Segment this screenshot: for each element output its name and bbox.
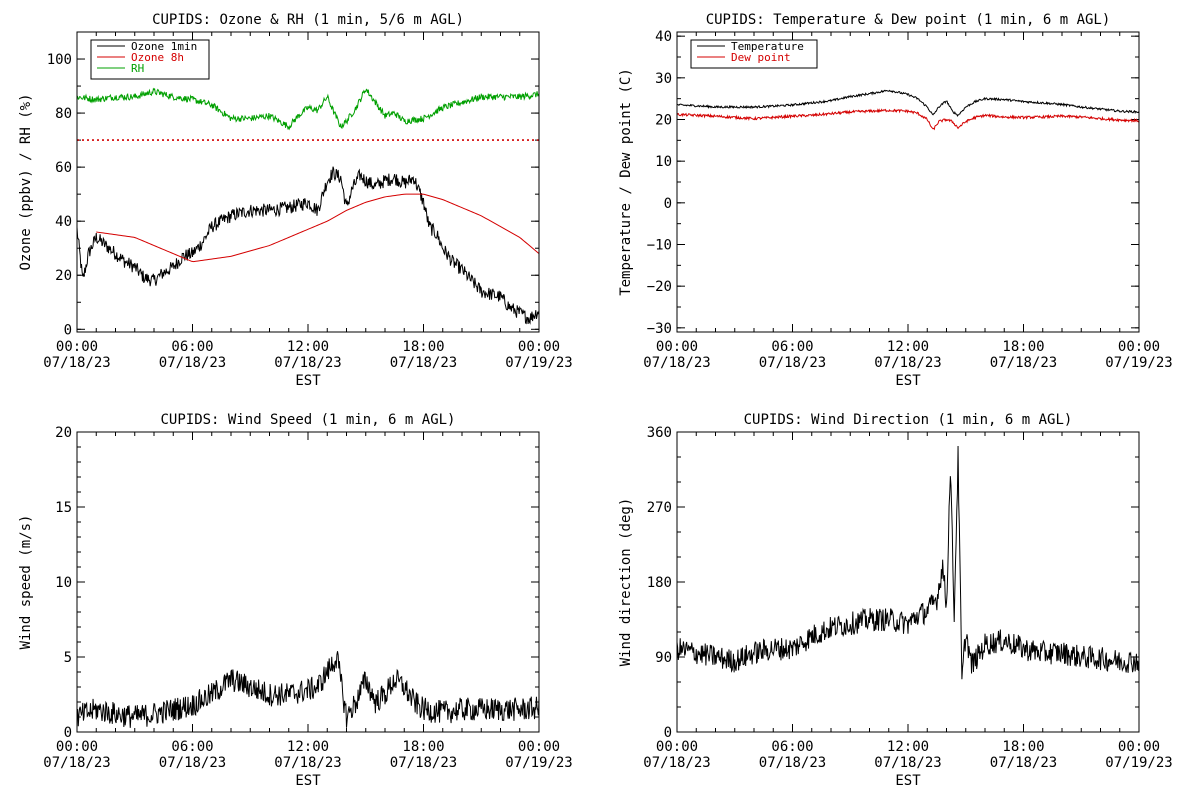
x-tick-date-label: 07/18/23: [274, 355, 341, 371]
x-tick-time-label: 00:00: [656, 739, 698, 755]
y-tick-label: 5: [64, 650, 72, 666]
x-tick-date-label: 07/18/23: [43, 755, 110, 771]
chart-title: CUPIDS: Temperature & Dew point (1 min, …: [706, 12, 1111, 28]
series-line-ozone-1min: [77, 166, 539, 325]
x-tick-date-label: 07/18/23: [874, 755, 941, 771]
y-tick-label: −30: [647, 321, 672, 337]
series-line-temperature: [677, 89, 1139, 117]
x-tick-time-label: 12:00: [287, 739, 329, 755]
x-tick-time-label: 00:00: [518, 739, 560, 755]
x-tick-time-label: 18:00: [1002, 739, 1044, 755]
x-tick-date-label: 07/18/23: [390, 755, 457, 771]
y-tick-label: 90: [655, 650, 672, 666]
x-tick-time-label: 00:00: [1118, 739, 1160, 755]
plot-frame: [76, 431, 540, 733]
y-tick-label: 80: [55, 106, 72, 122]
series-line-ozone-8h: [96, 193, 539, 263]
y-tick-label: 20: [55, 268, 72, 284]
y-tick-label: 15: [55, 500, 72, 516]
legend-label: Ozone 1min: [131, 40, 197, 53]
y-tick-label: 180: [647, 575, 672, 591]
x-tick-date-label: 07/18/23: [390, 355, 457, 371]
y-axis-label: Wind direction (deg): [618, 498, 634, 667]
x-tick-date-label: 07/18/23: [159, 755, 226, 771]
x-tick-date-label: 07/18/23: [159, 355, 226, 371]
series-line-rh: [77, 87, 539, 131]
y-tick-label: 20: [655, 113, 672, 129]
x-tick-time-label: 06:00: [171, 339, 213, 355]
legend-label: Temperature: [731, 40, 804, 53]
x-tick-time-label: 06:00: [171, 739, 213, 755]
y-tick-label: 0: [64, 725, 72, 741]
x-tick-time-label: 06:00: [771, 339, 813, 355]
y-tick-label: 60: [55, 160, 72, 176]
chart-panel-1: CUPIDS: Ozone & RH (1 min, 5/6 m AGL) 0 20…: [18, 12, 573, 389]
y-tick-label: −20: [647, 279, 672, 295]
x-tick-date-label: 07/18/23: [990, 355, 1057, 371]
plot-frame: [676, 431, 1140, 733]
series-line-data: [677, 446, 1139, 680]
y-tick-label: 0: [664, 196, 672, 212]
x-tick-date-label: 07/18/23: [643, 355, 710, 371]
legend-label: RH: [131, 62, 144, 75]
y-tick-label: 10: [655, 154, 672, 170]
legend-label: Ozone 8h: [131, 51, 184, 64]
y-axis-label: Wind speed (m/s): [18, 515, 34, 650]
y-tick-label: 100: [47, 52, 72, 68]
legend-box: [90, 39, 210, 80]
x-tick-time-label: 00:00: [1118, 339, 1160, 355]
x-tick-time-label: 12:00: [887, 739, 929, 755]
plot-frame: [676, 31, 1140, 333]
chart-panel-4: CUPIDS: Wind Direction (1 min, 6 m AGL) 0…: [618, 412, 1173, 789]
x-tick-time-label: 00:00: [56, 339, 98, 355]
chart-panel-3: CUPIDS: Wind Speed (1 min, 6 m AGL) 0 5 10 1…: [18, 412, 573, 789]
y-tick-label: 40: [655, 29, 672, 45]
series-line-dew-point: [677, 108, 1139, 131]
x-tick-time-label: 12:00: [287, 339, 329, 355]
y-tick-label: 360: [647, 425, 672, 441]
x-tick-date-label: 07/19/23: [505, 355, 572, 371]
chart-title: CUPIDS: Wind Direction (1 min, 6 m AGL): [744, 412, 1073, 428]
x-tick-date-label: 07/19/23: [505, 755, 572, 771]
chart-panel-2: CUPIDS: Temperature & Dew point (1 min, …: [618, 12, 1173, 389]
x-tick-date-label: 07/19/23: [1105, 355, 1172, 371]
x-tick-time-label: 18:00: [402, 739, 444, 755]
x-tick-date-label: 07/18/23: [43, 355, 110, 371]
y-axis-label: Ozone (ppbv) / RH (%): [18, 93, 34, 270]
chart-title: CUPIDS: Wind Speed (1 min, 6 m AGL): [160, 412, 455, 428]
x-tick-date-label: 07/18/23: [759, 755, 826, 771]
x-tick-time-label: 00:00: [56, 739, 98, 755]
legend-box: [690, 39, 818, 69]
x-axis-label: EST: [895, 373, 921, 389]
x-tick-date-label: 07/18/23: [643, 755, 710, 771]
x-tick-date-label: 07/18/23: [759, 355, 826, 371]
x-tick-time-label: 00:00: [656, 339, 698, 355]
y-tick-label: 0: [664, 725, 672, 741]
x-tick-time-label: 12:00: [887, 339, 929, 355]
x-axis-label: EST: [295, 373, 321, 389]
chart-title: CUPIDS: Ozone & RH (1 min, 5/6 m AGL): [152, 12, 464, 28]
y-tick-label: 270: [647, 500, 672, 516]
legend-label: Dew point: [731, 51, 791, 64]
x-axis-label: EST: [895, 773, 921, 789]
x-axis-label: EST: [295, 773, 321, 789]
y-tick-label: 0: [64, 322, 72, 338]
y-tick-label: −10: [647, 238, 672, 254]
y-tick-label: 10: [55, 575, 72, 591]
y-tick-label: 20: [55, 425, 72, 441]
x-tick-date-label: 07/19/23: [1105, 755, 1172, 771]
x-tick-date-label: 07/18/23: [990, 755, 1057, 771]
plot-frame: [76, 31, 540, 333]
y-axis-label: Temperature / Dew point (C): [618, 68, 634, 296]
x-tick-date-label: 07/18/23: [274, 755, 341, 771]
x-tick-time-label: 18:00: [402, 339, 444, 355]
x-tick-date-label: 07/18/23: [874, 355, 941, 371]
y-tick-label: 40: [55, 214, 72, 230]
x-tick-time-label: 00:00: [518, 339, 560, 355]
y-tick-label: 30: [655, 71, 672, 87]
x-tick-time-label: 18:00: [1002, 339, 1044, 355]
x-tick-time-label: 06:00: [771, 739, 813, 755]
series-line-data: [77, 651, 539, 728]
